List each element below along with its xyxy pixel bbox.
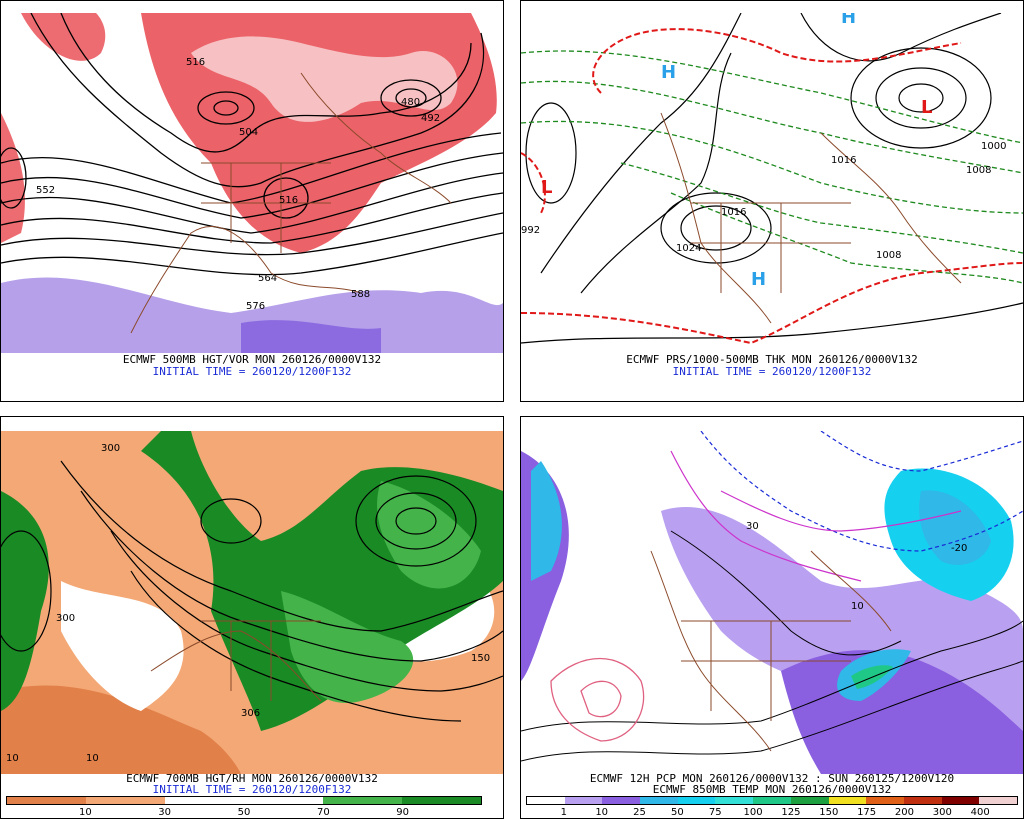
pcp-colorbar-swatch-2: [602, 797, 641, 804]
pcp-colorbar-tick-label: 200: [894, 807, 914, 818]
svg-text:10: 10: [851, 601, 864, 612]
panel-pcp-temp-title: ECMWF 850MB TEMP MON 260126/0000V132: [652, 783, 892, 796]
pcp-colorbar-tick-label: 25: [633, 807, 646, 818]
pcp-colorbar-swatch-0: [527, 797, 565, 804]
rh-colorbar-swatch-0: [7, 797, 86, 804]
svg-text:150: 150: [471, 653, 490, 664]
svg-text:L: L: [921, 97, 932, 118]
svg-text:552: 552: [36, 185, 55, 196]
svg-text:30: 30: [746, 521, 759, 532]
svg-text:H: H: [751, 269, 766, 290]
pcp-colorbar-swatch-1: [564, 797, 603, 804]
svg-text:10: 10: [6, 753, 19, 764]
svg-text:300: 300: [101, 443, 120, 454]
svg-text:1016: 1016: [721, 207, 746, 218]
panel-700mb-hgt-rh: 10 10 300 306 150 300 ECMWF 700MB HGT/RH MO…: [0, 416, 504, 819]
svg-text:480: 480: [401, 97, 420, 108]
pcp-colorbar-swatch-5: [715, 797, 754, 804]
svg-text:-20: -20: [951, 543, 967, 554]
panel-500mb-init-time: INITIAL TIME = 260120/1200F132: [152, 365, 352, 378]
svg-text:1016: 1016: [831, 155, 856, 166]
rh-colorbar-tick-label: 50: [237, 807, 251, 818]
rh-colorbar-tick-label: 10: [78, 807, 92, 818]
pcp-colorbar-tick-label: 400: [970, 807, 990, 818]
svg-text:L: L: [541, 177, 552, 198]
pcp-colorbar-swatch-4: [677, 797, 716, 804]
map-700mb: 10 10 300 306 150 300: [1, 431, 503, 774]
svg-text:564: 564: [258, 273, 277, 284]
rh-colorbar-swatch-2: [165, 797, 244, 804]
panel-prs-title: ECMWF PRS/1000-500MB THK MON 260126/0000…: [626, 353, 918, 366]
panel-500mb-title: ECMWF 500MB HGT/VOR MON 260126/0000V132: [122, 353, 382, 366]
rh-colorbar-swatch-4: [323, 797, 402, 804]
pcp-colorbar-tick-label: 10: [595, 807, 609, 818]
pcp-colorbar-swatch-8: [828, 797, 867, 804]
svg-text:588: 588: [351, 289, 370, 300]
rh-colorbar-tick-label: 30: [158, 807, 172, 818]
pcp-colorbar-tick-label: 100: [743, 807, 763, 818]
svg-text:1000: 1000: [981, 141, 1006, 152]
svg-text:306: 306: [241, 708, 260, 719]
pcp-colorbar-swatch-9: [866, 797, 904, 804]
pcp-colorbar-swatch-10: [903, 797, 942, 804]
pcp-colorbar-swatch-6: [753, 797, 791, 804]
rh-colorbar-swatch-3: [244, 797, 323, 804]
panel-prs-thickness: 1024 1016 1008 1000 992 1016 1008 H H H L L…: [520, 0, 1024, 402]
rh-colorbar-tick-label: 70: [316, 807, 330, 818]
panel-700mb-title: ECMWF 700MB HGT/RH MON 260126/0000V132: [126, 772, 378, 785]
panel-700mb-init-time: INITIAL TIME = 260120/1200F132: [152, 783, 352, 796]
pcp-colorbar-tick-label: 75: [708, 807, 722, 818]
svg-text:1008: 1008: [876, 250, 901, 261]
pcp-colorbar-tick-label: 150: [819, 807, 839, 818]
svg-text:992: 992: [521, 225, 540, 236]
pcp-colorbar: [526, 796, 1018, 805]
panel-pcp-title: ECMWF 12H PCP MON 260126/0000V132 : SUN …: [589, 772, 955, 785]
map-prs-thickness: 1024 1016 1008 1000 992 1016 1008 H H H L L: [521, 13, 1023, 353]
pcp-colorbar-ticks: 1 10 25 50 75 100 125 150 175 200 300 400: [526, 807, 1018, 819]
pcp-colorbar-swatch-7: [790, 797, 829, 804]
pcp-colorbar-tick-label: 125: [781, 807, 801, 818]
svg-text:492: 492: [421, 113, 440, 124]
svg-text:H: H: [661, 62, 676, 83]
rh-colorbar: [6, 796, 482, 805]
pcp-colorbar-swatch-11: [941, 797, 980, 804]
svg-text:300: 300: [56, 613, 75, 624]
svg-text:576: 576: [246, 301, 265, 312]
svg-text:504: 504: [239, 127, 258, 138]
panel-prs-init-time: INITIAL TIME = 260120/1200F132: [672, 365, 872, 378]
rh-colorbar-ticks: 10 30 50 70 90: [6, 807, 482, 819]
svg-text:10: 10: [86, 753, 99, 764]
rh-colorbar-swatch-1: [86, 797, 165, 804]
pcp-colorbar-swatch-3: [640, 797, 678, 804]
rh-colorbar-tick-label: 90: [396, 807, 410, 818]
pcp-colorbar-tick-label: 1: [560, 807, 568, 818]
pcp-colorbar-tick-label: 175: [857, 807, 877, 818]
svg-text:1008: 1008: [966, 165, 991, 176]
svg-text:516: 516: [186, 57, 205, 68]
panel-12h-pcp: 30 -20 10 ECMWF 12H PCP MON 260126/0000V1…: [520, 416, 1024, 819]
panel-500mb-hgt-vor: 516 504 552 564 576 588 480 492 516 ECMWF 50…: [0, 0, 504, 402]
map-500mb: 516 504 552 564 576 588 480 492 516: [1, 13, 503, 353]
pcp-colorbar-tick-label: 50: [671, 807, 684, 818]
svg-text:516: 516: [279, 195, 298, 206]
map-12h-pcp: 30 -20 10: [521, 431, 1023, 774]
svg-text:1024: 1024: [676, 243, 701, 254]
pcp-colorbar-tick-label: 300: [932, 807, 952, 818]
rh-colorbar-swatch-5: [402, 797, 481, 804]
svg-text:H: H: [841, 13, 856, 28]
pcp-colorbar-swatch-12: [979, 797, 1017, 804]
